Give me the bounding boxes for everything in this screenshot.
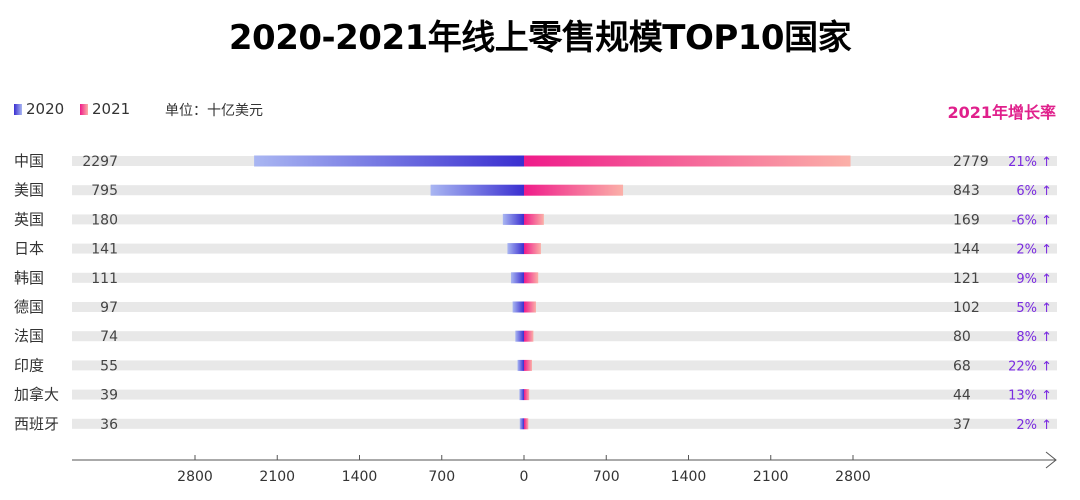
bar-2021 — [524, 330, 534, 342]
value-2020: 36 — [100, 417, 118, 433]
legend-2020: 2020 — [14, 100, 64, 118]
bar-2021 — [524, 301, 536, 313]
bar-2021 — [524, 418, 529, 430]
bar-2020 — [519, 389, 524, 401]
value-2020: 55 — [100, 358, 118, 374]
tick-label: 1400 — [342, 469, 378, 485]
row-track — [72, 214, 1057, 225]
country-label: 韩国 — [14, 269, 44, 287]
bar-2020 — [254, 155, 525, 167]
bar-2020 — [430, 184, 524, 196]
row-track — [72, 331, 1057, 342]
x-axis-arrow — [1045, 451, 1057, 469]
growth-rate: 2% ↑ — [1016, 418, 1052, 433]
tick-label: 2100 — [753, 469, 789, 485]
growth-rate: 2% ↑ — [1016, 243, 1052, 258]
bar-2021 — [524, 184, 624, 196]
legend-label-2020: 2020 — [26, 100, 65, 118]
legend-swatch-2020 — [14, 104, 22, 115]
growth-rate: 8% ↑ — [1016, 330, 1052, 345]
value-2021: 80 — [953, 329, 971, 345]
tick-label: 2100 — [259, 469, 295, 485]
value-2020: 795 — [91, 183, 118, 199]
value-2021: 121 — [953, 271, 980, 287]
value-2021: 44 — [953, 388, 971, 404]
row-track — [72, 389, 1057, 400]
unit-label: 单位：十亿美元 — [165, 103, 263, 119]
value-2020: 39 — [100, 388, 118, 404]
tick-label: 2800 — [835, 469, 871, 485]
chart-title: 2020-2021年线上零售规模TOP10国家 — [228, 18, 852, 58]
bar-2020 — [517, 359, 524, 371]
bar-2021 — [524, 155, 851, 167]
bar-2021 — [524, 359, 532, 371]
legend-label-2021: 2021 — [92, 100, 131, 118]
bar-2020 — [510, 272, 524, 284]
value-2021: 102 — [953, 300, 980, 316]
bar-2021 — [524, 243, 541, 255]
value-2020: 74 — [100, 329, 118, 345]
tick-label: 700 — [593, 469, 620, 485]
value-2021: 843 — [953, 183, 980, 199]
value-2021: 37 — [953, 417, 971, 433]
tick-label: 700 — [428, 469, 455, 485]
bar-2021 — [524, 213, 544, 225]
value-2020: 111 — [91, 271, 118, 287]
country-label: 印度 — [14, 356, 44, 374]
growth-rate: 22% ↑ — [1008, 359, 1052, 374]
tick-label: 0 — [520, 469, 529, 485]
value-2020: 2297 — [82, 154, 118, 170]
row-track — [72, 243, 1057, 254]
bar-2020 — [507, 243, 524, 255]
growth-rate: 6% ↑ — [1016, 184, 1052, 199]
value-2020: 180 — [91, 212, 118, 228]
legend-swatch-2021 — [80, 104, 88, 115]
growth-rate: 9% ↑ — [1016, 272, 1052, 287]
bar-2021 — [524, 272, 539, 284]
growth-rate: 21% ↑ — [1008, 155, 1052, 170]
bar-2020 — [519, 418, 524, 430]
bar-2020 — [502, 213, 524, 225]
growth-header: 2021年增长率 — [947, 103, 1056, 122]
growth-rate: -6% ↑ — [1012, 213, 1052, 228]
country-label: 德国 — [14, 298, 44, 316]
country-label: 中国 — [14, 152, 44, 170]
bar-2020 — [512, 301, 524, 313]
row-track — [72, 272, 1057, 283]
tick-label: 1400 — [671, 469, 707, 485]
value-2020: 141 — [91, 242, 118, 258]
row-track — [72, 360, 1057, 371]
growth-rate: 5% ↑ — [1016, 301, 1052, 316]
country-label: 西班牙 — [14, 415, 59, 433]
value-2021: 169 — [953, 212, 980, 228]
bar-2021 — [524, 389, 530, 401]
country-label: 英国 — [14, 210, 44, 228]
country-label: 美国 — [14, 181, 44, 199]
row-track — [72, 418, 1057, 429]
legend-2021: 2021 — [80, 100, 130, 118]
value-2020: 97 — [100, 300, 118, 316]
country-label: 法国 — [14, 327, 44, 345]
tick-label: 2800 — [177, 469, 213, 485]
bar-2020 — [515, 330, 524, 342]
country-label: 日本 — [14, 240, 44, 258]
value-2021: 2779 — [953, 154, 989, 170]
value-2021: 144 — [953, 242, 980, 258]
value-2021: 68 — [953, 358, 971, 374]
row-track — [72, 302, 1057, 312]
country-label: 加拿大 — [14, 386, 59, 404]
growth-rate: 13% ↑ — [1008, 389, 1052, 404]
